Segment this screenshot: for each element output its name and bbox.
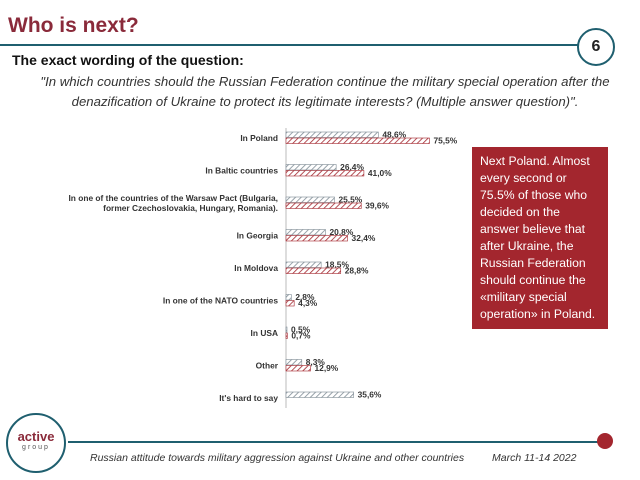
footer-divider xyxy=(68,441,598,443)
category-label: In USA xyxy=(251,328,278,338)
bar-chart: In Poland 48,6% 75,5% In Baltic countries 26… xyxy=(68,128,458,408)
bar-value-label: 18,5% xyxy=(325,260,349,270)
bar-value-label: 39,6% xyxy=(365,201,389,211)
category-label: Other xyxy=(256,361,279,371)
bar-value-label: 26,4% xyxy=(340,162,364,172)
bar-value-label: 0,7% xyxy=(291,331,311,341)
bar-series-2 xyxy=(285,170,365,177)
bar-value-label: 75,5% xyxy=(433,136,457,146)
bar-value-label: 0,5% xyxy=(291,325,311,335)
bar-value-label: 28,8% xyxy=(345,266,369,276)
header-divider xyxy=(0,44,584,46)
footer-date: March 11-14 2022 xyxy=(492,452,577,464)
bar-value-label: 8,3% xyxy=(306,357,326,367)
bar-series-2 xyxy=(285,137,430,144)
bar-value-label: 12,9% xyxy=(315,363,339,373)
bar-series-1 xyxy=(285,196,335,203)
bar-series-2 xyxy=(285,365,311,372)
category-label: In one of the NATO countries xyxy=(163,296,278,306)
bar-value-label: 20,8% xyxy=(330,227,354,237)
bar-series-1 xyxy=(285,164,337,171)
bar-series-2 xyxy=(285,300,295,307)
bar-series-2 xyxy=(285,332,288,339)
bar-value-label: 25,5% xyxy=(338,195,362,205)
bar-series-1 xyxy=(285,261,322,268)
logo-main-text: active xyxy=(17,429,55,444)
bar-value-label: 32,4% xyxy=(352,233,376,243)
question-label: The exact wording of the question: xyxy=(12,52,244,68)
category-label: In Poland xyxy=(240,133,278,143)
category-label: In Baltic countries xyxy=(205,166,278,176)
logo-sub-text: group xyxy=(22,444,50,451)
bar-series-2 xyxy=(285,267,342,274)
bar-series-1 xyxy=(285,131,379,138)
bar-series-1 xyxy=(285,326,288,333)
footer-text: Russian attitude towards military aggres… xyxy=(90,452,465,464)
category-label: In Moldova xyxy=(234,263,278,273)
bar-value-label: 2,8% xyxy=(295,292,315,302)
page-number-badge: 6 xyxy=(577,28,615,66)
bar-value-label: 41,0% xyxy=(368,168,392,178)
bar-value-label: 35,6% xyxy=(358,390,382,400)
bar-series-1 xyxy=(285,359,303,366)
category-label: In Georgia xyxy=(237,231,279,241)
bar-series-2 xyxy=(285,235,348,242)
footer-dot xyxy=(597,433,613,449)
page-title: Who is next? xyxy=(8,14,139,37)
category-label: In one of the countries of the Warsaw Pa… xyxy=(68,193,278,213)
bar-value-label: 48,6% xyxy=(382,130,406,140)
bar-series-1 xyxy=(285,294,292,301)
question-text: "In which countries should the Russian F… xyxy=(40,74,610,109)
bar-series-1 xyxy=(285,391,354,398)
bar-series-1 xyxy=(285,229,326,236)
category-label: It's hard to say xyxy=(219,393,278,403)
bar-value-label: 4,3% xyxy=(298,298,318,308)
active-group-logo: active group xyxy=(6,413,66,473)
bar-series-2 xyxy=(285,202,362,209)
callout-box: Next Poland. Almost every second or 75.5… xyxy=(472,147,608,329)
